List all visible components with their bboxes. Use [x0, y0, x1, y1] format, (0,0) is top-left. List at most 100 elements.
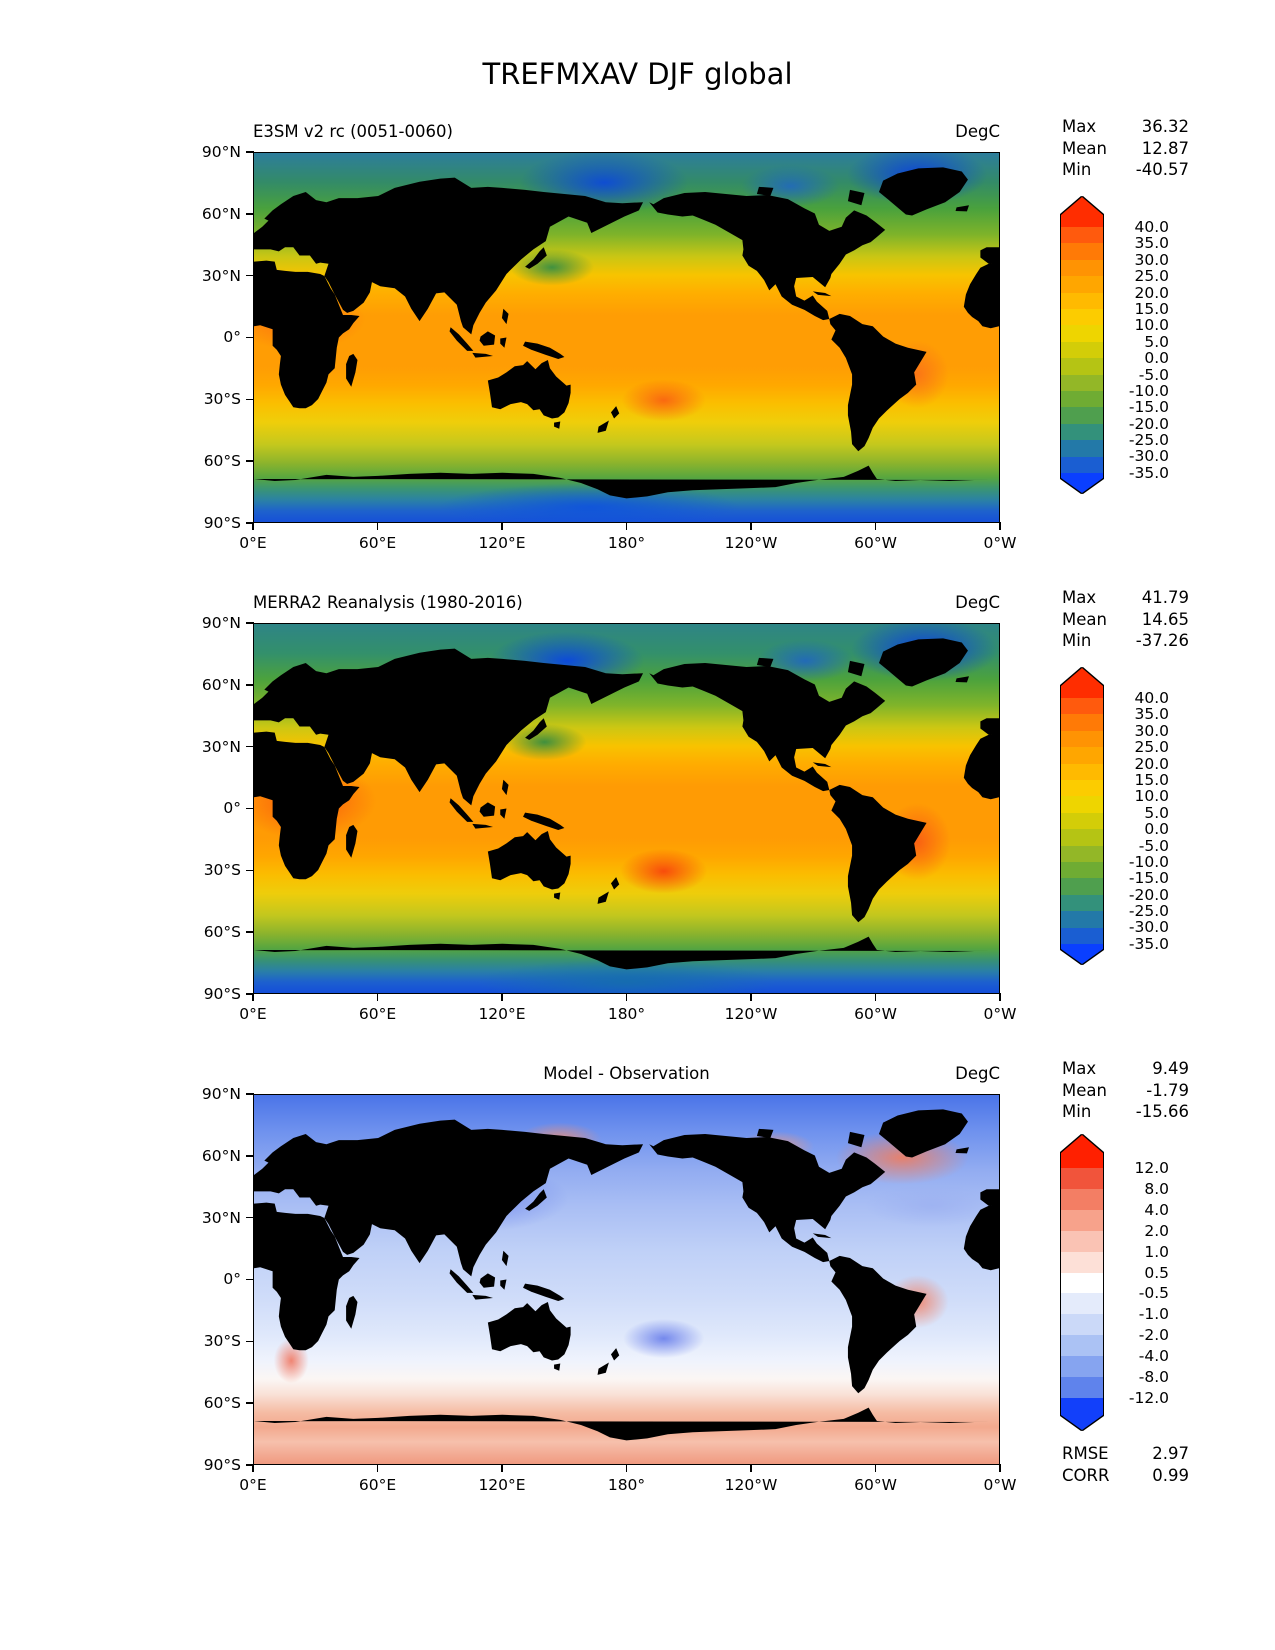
- colorbar-band: [1061, 780, 1103, 796]
- colorbar-under-arrow: [1061, 473, 1103, 493]
- colorbar-band: [1061, 698, 1103, 714]
- x-tick-mark: [376, 522, 379, 530]
- coastlines-observation: [254, 638, 999, 970]
- x-tick-label: 60°W: [854, 534, 897, 552]
- y-tick-label: 60°S: [203, 1394, 241, 1413]
- stats-model: Max 36.32 Mean 12.87 Min -40.57: [1062, 116, 1189, 181]
- colorbar-band: [1061, 1189, 1103, 1210]
- y-tick-label: 0°: [223, 328, 241, 347]
- colorbar-band: [1061, 813, 1103, 829]
- colorbar-band: [1061, 846, 1103, 862]
- colorbar-band: [1061, 309, 1103, 325]
- x-tick-label: 120°W: [724, 1005, 778, 1023]
- colorbar-band: [1061, 829, 1103, 845]
- colorbar-band: [1061, 440, 1103, 456]
- colorbar-under-arrow: [1061, 944, 1103, 964]
- colorbar-band: [1061, 1273, 1103, 1294]
- y-tick-mark: [246, 1155, 254, 1157]
- y-tick-label: 0°: [223, 799, 241, 818]
- colorbar-tick-labels: 40.0 35.0 30.0 25.0 20.0 15.0 10.0 5.0 0.0 -5.0 -1…: [1128, 218, 1169, 482]
- metric-value: 2.97: [1152, 1444, 1189, 1463]
- x-tick-label: 180°: [607, 1005, 646, 1023]
- colorbar-band: [1061, 747, 1103, 763]
- metric-value: 0.99: [1152, 1465, 1189, 1485]
- x-tick-mark: [874, 522, 877, 530]
- colorbar-model: 40.0 35.0 30.0 25.0 20.0 15.0 10.0 5.0 0.0 -5.0 -1…: [1061, 197, 1169, 493]
- colorbar-band: [1061, 1335, 1103, 1356]
- stat-row: Max 41.79: [1062, 587, 1189, 609]
- colorbar-band: [1061, 862, 1103, 878]
- colorbar-band: [1061, 1231, 1103, 1252]
- y-tick-mark: [246, 993, 254, 995]
- stat-row: Max 9.49: [1062, 1058, 1189, 1080]
- x-tick-label: 120°W: [724, 1476, 778, 1494]
- map-model-x-axis: 0°E 60°E 120°E 180° 120°W 60°W 0°W: [239, 522, 1016, 552]
- y-tick-label: 60°N: [201, 204, 241, 223]
- colorbar-band: [1061, 260, 1103, 276]
- x-tick-mark: [501, 522, 503, 530]
- stat-label: Min: [1062, 631, 1092, 650]
- stat-value: 14.65: [1141, 609, 1189, 629]
- map-obs-y-axis: 90°N 60°N 30°N 0° 30°S 60°S 90°S: [178, 614, 254, 1003]
- stat-value: -1.79: [1146, 1080, 1189, 1100]
- colorbar-band: [1061, 731, 1103, 747]
- colorbar-band: [1061, 457, 1103, 473]
- x-tick-mark: [252, 993, 254, 1001]
- y-tick-mark: [246, 1278, 254, 1281]
- y-tick-mark: [246, 336, 254, 339]
- x-tick-mark: [874, 993, 877, 1001]
- stat-label: Mean: [1062, 1080, 1107, 1100]
- map-difference: 90°N 60°N 30°N 0° 30°S 60°S 90°S 0°E 60°E 120°E 1…: [202, 1085, 1017, 1494]
- stat-value: -37.26: [1135, 631, 1189, 650]
- colorbar-band: [1061, 895, 1103, 911]
- y-tick-mark: [246, 1216, 254, 1219]
- stat-row: Min -40.57: [1062, 159, 1189, 181]
- x-tick-mark: [376, 1464, 379, 1472]
- y-tick-label: 90°N: [201, 614, 241, 632]
- panel-obs-title: MERRA2 Reanalysis (1980-2016): [253, 593, 523, 612]
- coastlines-difference: [254, 1109, 999, 1441]
- x-tick-mark: [999, 1464, 1001, 1472]
- stat-row: Max 36.32: [1062, 116, 1189, 138]
- colorbar-band: [1061, 878, 1103, 894]
- stat-label: Min: [1062, 1102, 1092, 1121]
- stat-row: Mean 12.87: [1062, 138, 1189, 160]
- colorbar-over-arrow: [1061, 1135, 1103, 1168]
- stats-difference: Max 9.49 Mean -1.79 Min -15.66: [1062, 1058, 1189, 1123]
- panel-model-units-label: DegC: [955, 122, 1000, 141]
- y-tick-label: 90°N: [201, 1085, 241, 1103]
- y-tick-label: 90°N: [201, 143, 241, 161]
- x-tick-label: 120°E: [478, 1476, 526, 1494]
- x-tick-mark: [252, 522, 254, 530]
- colorbar-band: [1061, 243, 1103, 259]
- stat-label: Max: [1062, 117, 1097, 136]
- colorbar-band: [1061, 375, 1103, 391]
- x-tick-label: 180°: [607, 534, 646, 552]
- y-tick-label: 60°N: [201, 675, 241, 694]
- x-tick-label: 60°W: [854, 1476, 897, 1494]
- stat-row: Min -15.66: [1062, 1101, 1189, 1123]
- x-tick-mark: [750, 522, 752, 530]
- colorbar-tick-labels: 12.0 8.0 4.0 2.0 1.0 0.5 -0.5 -1.0 -2.0 -4.0 -8.0-…: [1128, 1159, 1169, 1407]
- y-tick-mark: [246, 398, 254, 401]
- stat-value: 36.32: [1141, 117, 1189, 136]
- y-tick-mark: [246, 151, 254, 153]
- stat-value: -15.66: [1135, 1102, 1189, 1121]
- colorbar-band: [1061, 1252, 1103, 1273]
- colorbar-band: [1061, 407, 1103, 423]
- stat-label: Min: [1062, 160, 1092, 179]
- map-obs-x-axis: 0°E 60°E 120°E 180° 120°W 60°W 0°W: [239, 993, 1016, 1023]
- x-tick-mark: [750, 1464, 752, 1472]
- colorbar-band: [1061, 1168, 1103, 1189]
- y-tick-label: 90°S: [203, 1455, 241, 1474]
- y-tick-mark: [246, 1464, 254, 1466]
- x-tick-mark: [501, 993, 503, 1001]
- stat-value: -40.57: [1135, 160, 1189, 179]
- stat-label: Max: [1062, 588, 1097, 607]
- y-tick-mark: [246, 1340, 254, 1343]
- y-tick-label: 30°N: [201, 1208, 241, 1227]
- colorbar-band: [1061, 391, 1103, 407]
- y-tick-mark: [246, 684, 254, 686]
- y-tick-mark: [246, 522, 254, 524]
